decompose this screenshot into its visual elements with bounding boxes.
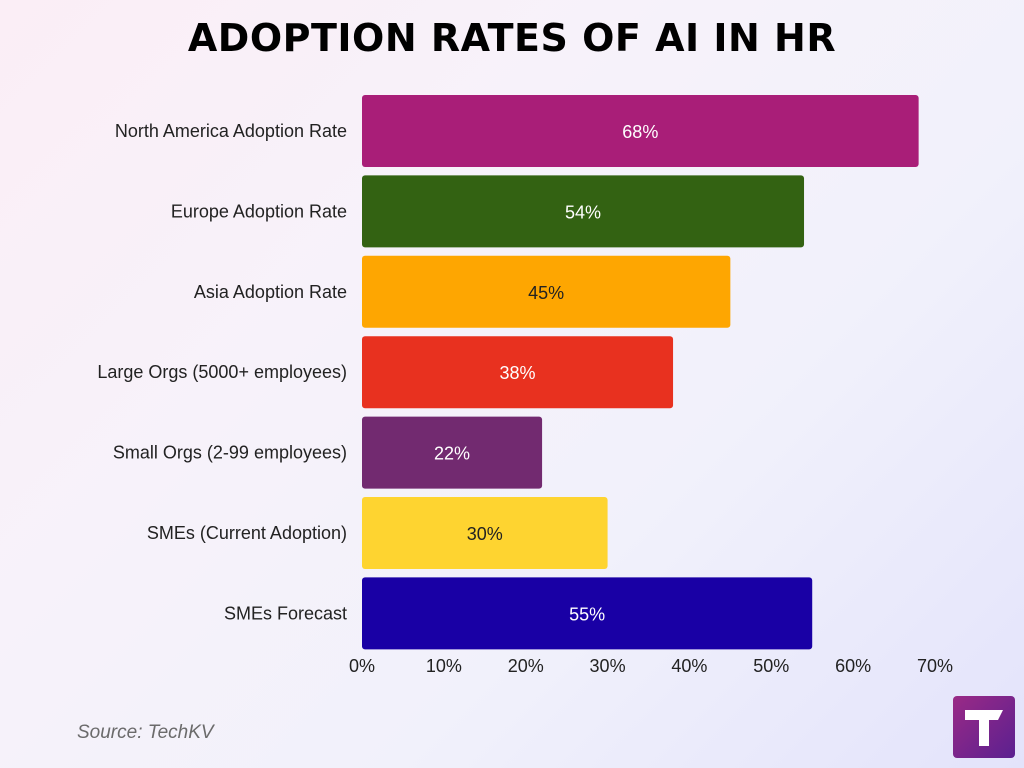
category-label: Small Orgs (2-99 employees) [113, 443, 347, 463]
data-label: 45% [528, 283, 564, 303]
bar [362, 175, 805, 248]
x-tick-label: 0% [349, 656, 375, 676]
data-label: 22% [434, 444, 470, 464]
x-tick-label: 20% [508, 656, 544, 676]
data-label: 54% [565, 202, 601, 222]
category-label: SMEs Forecast [224, 603, 347, 623]
data-label: 30% [467, 524, 503, 544]
x-tick-label: 40% [671, 656, 707, 676]
x-tick-label: 70% [917, 656, 953, 676]
data-label: 68% [622, 122, 658, 142]
x-tick-label: 50% [753, 656, 789, 676]
bar [362, 336, 674, 409]
source-note: Source: TechKV [77, 722, 214, 743]
bar [362, 577, 813, 650]
bar [362, 416, 543, 489]
techkv-logo-icon [953, 696, 1015, 758]
bar [362, 497, 608, 569]
category-label: North America Adoption Rate [115, 121, 347, 141]
chart-title: ADOPTION RATES OF AI IN HR [187, 16, 837, 60]
category-label: Large Orgs (5000+ employees) [97, 362, 347, 382]
x-tick-label: 10% [426, 656, 462, 676]
x-tick-label: 60% [835, 656, 871, 676]
bar [362, 95, 919, 167]
category-label: SMEs (Current Adoption) [147, 523, 347, 543]
x-tick-label: 30% [590, 656, 626, 676]
data-label: 55% [569, 604, 605, 624]
bar [362, 255, 731, 328]
category-label: Europe Adoption Rate [171, 201, 347, 221]
category-label: Asia Adoption Rate [194, 282, 347, 302]
data-label: 38% [500, 363, 536, 383]
